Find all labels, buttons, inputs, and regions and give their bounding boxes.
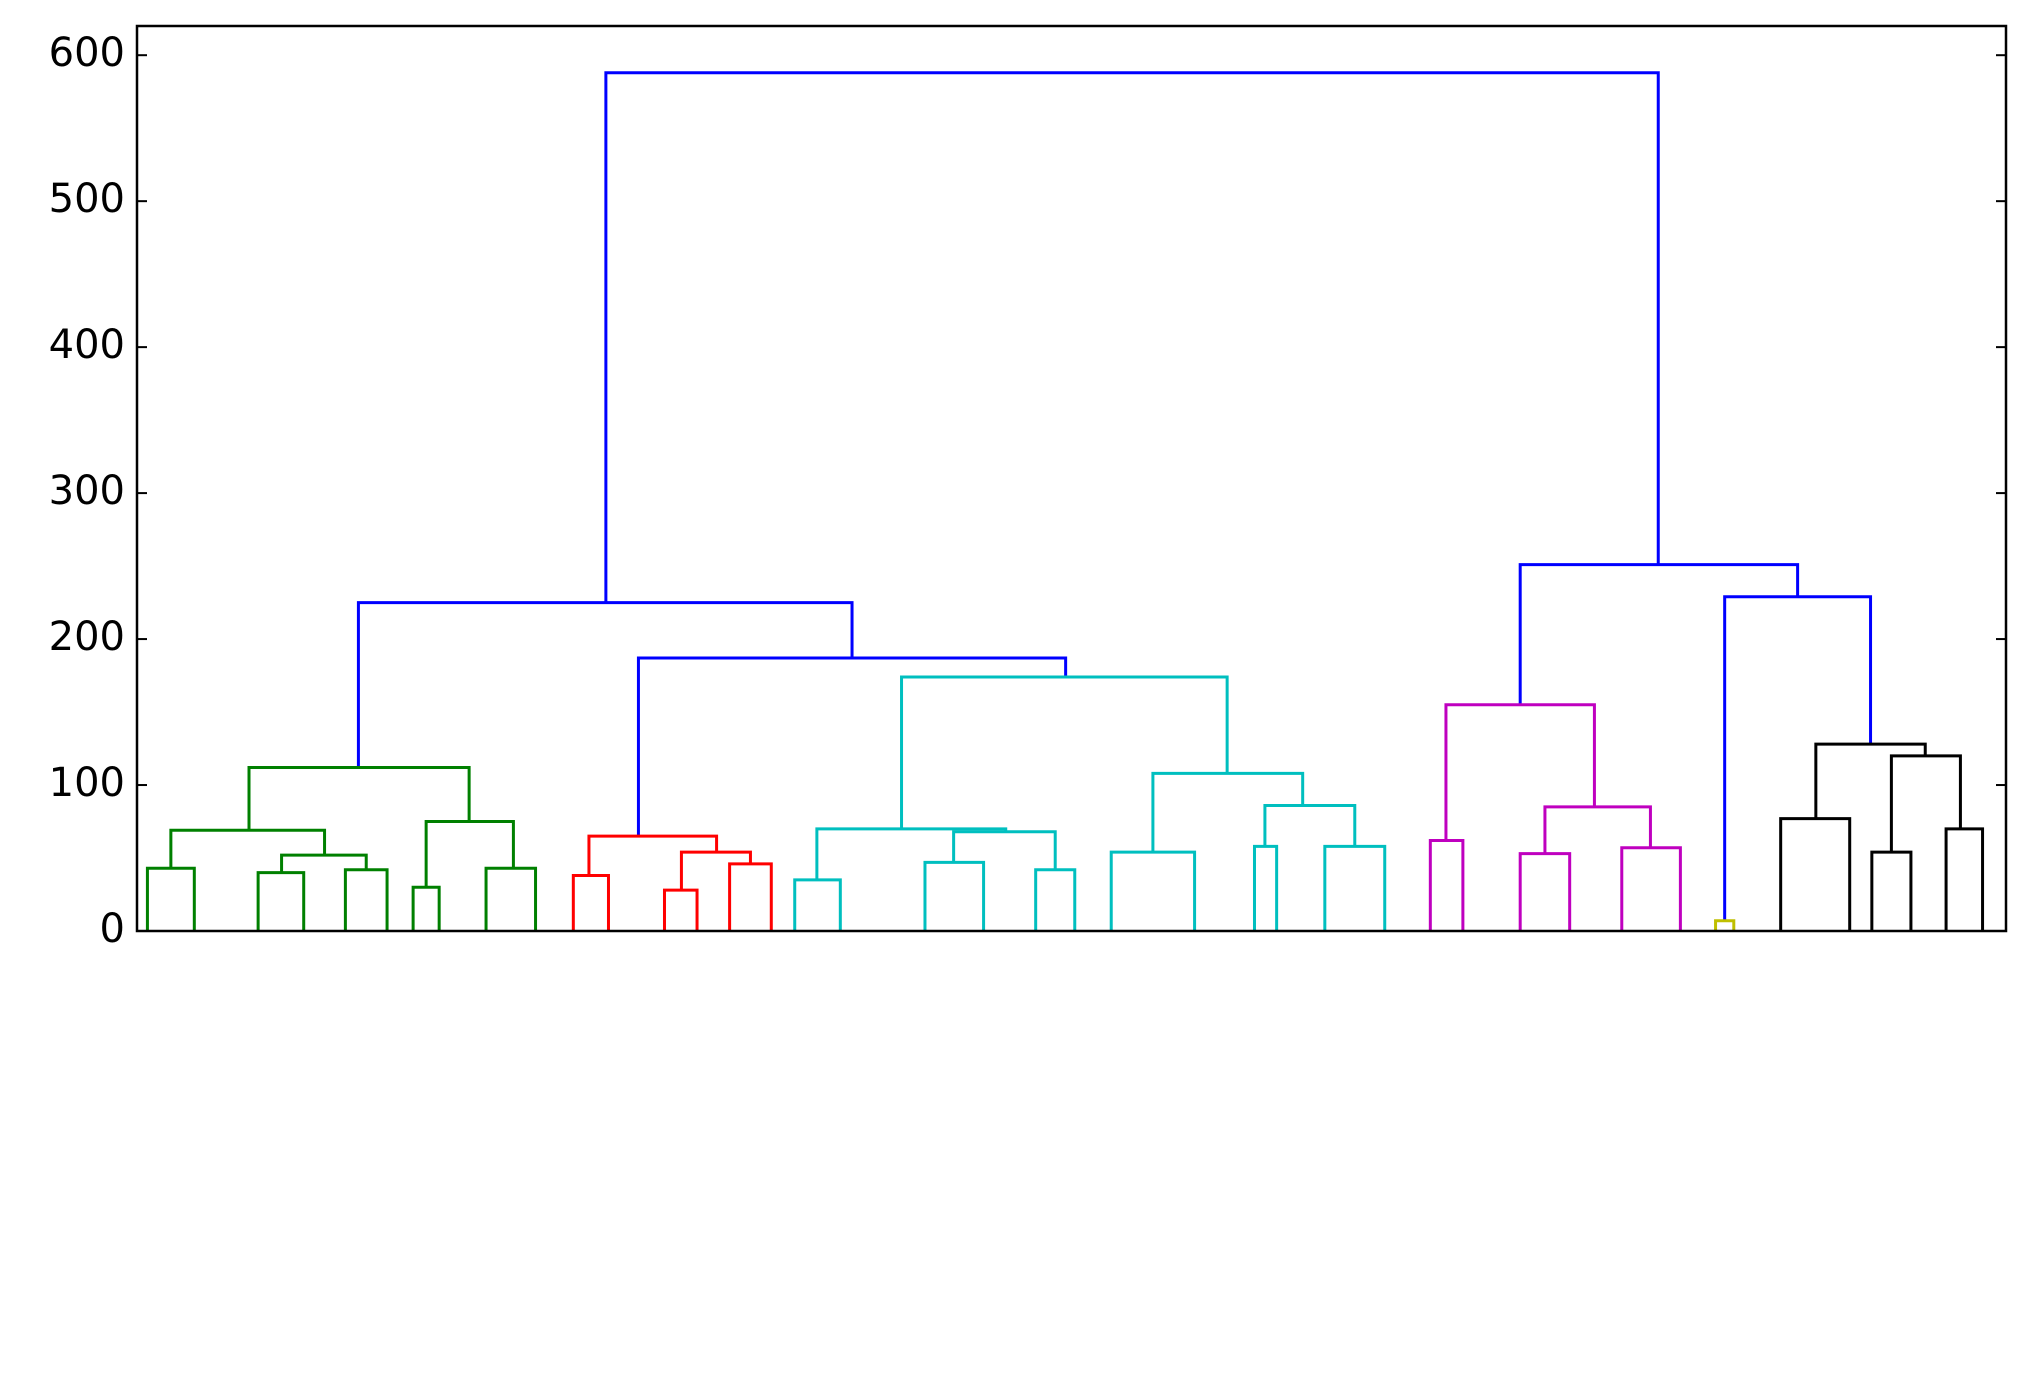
dendrogram-link <box>587 834 719 876</box>
dendrogram-link <box>247 766 471 831</box>
plot-frame <box>135 24 2008 933</box>
dendrogram-link <box>1723 595 1873 921</box>
dendrogram-link <box>952 830 1057 870</box>
dendrogram-link <box>1034 868 1077 931</box>
dendrogram-link <box>1323 844 1387 931</box>
dendrogram-link <box>1944 827 1985 931</box>
dendrogram-link <box>571 874 610 931</box>
dendrogram-link <box>1714 919 1736 931</box>
y-tick-label: 500 <box>49 176 125 222</box>
dendrogram-link <box>484 866 538 931</box>
dendrogram-link <box>343 868 389 931</box>
y-tick-label: 200 <box>49 614 125 660</box>
y-tick-label: 100 <box>49 760 125 806</box>
y-tick-label: 600 <box>49 30 125 76</box>
dendrogram-link <box>1428 839 1465 931</box>
dendrogram-link <box>636 656 1068 837</box>
dendrogram-link <box>604 71 1660 603</box>
dendrogram-link <box>679 850 752 891</box>
dendrogram-link <box>1109 850 1197 931</box>
dendrogram-link <box>900 675 1229 829</box>
dendrogram-link <box>145 866 196 931</box>
dendrogram-link <box>815 827 1008 880</box>
dendrogram-link <box>1620 846 1682 931</box>
dendrogram-link <box>793 878 842 931</box>
dendrogram-link <box>1870 850 1913 931</box>
y-tick-label: 400 <box>49 322 125 368</box>
dendrogram-link <box>1814 742 1927 819</box>
dendrogram-link <box>1889 754 1962 853</box>
dendrogram-link <box>662 888 699 931</box>
dendrogram-link <box>1444 703 1596 841</box>
dendrogram-link <box>424 820 515 888</box>
dendrogram-link <box>256 871 306 931</box>
dendrogram-link <box>169 828 327 869</box>
dendrogram-link <box>728 862 773 931</box>
dendrogram-link <box>1779 817 1852 931</box>
y-tick-label: 300 <box>49 468 125 514</box>
dendrogram-link <box>356 601 854 768</box>
dendrogram-link <box>923 860 986 931</box>
dendrogram-link <box>1518 563 1800 705</box>
dendrogram-link <box>1263 803 1357 847</box>
dendrogram-link <box>411 885 441 931</box>
dendrogram-link <box>1518 852 1572 931</box>
y-tick-label: 0 <box>100 906 125 952</box>
dendrogram-link <box>1151 771 1305 853</box>
dendrogram-link <box>1252 844 1279 931</box>
dendrogram-link <box>1543 805 1652 854</box>
dendrogram-link <box>280 853 368 873</box>
